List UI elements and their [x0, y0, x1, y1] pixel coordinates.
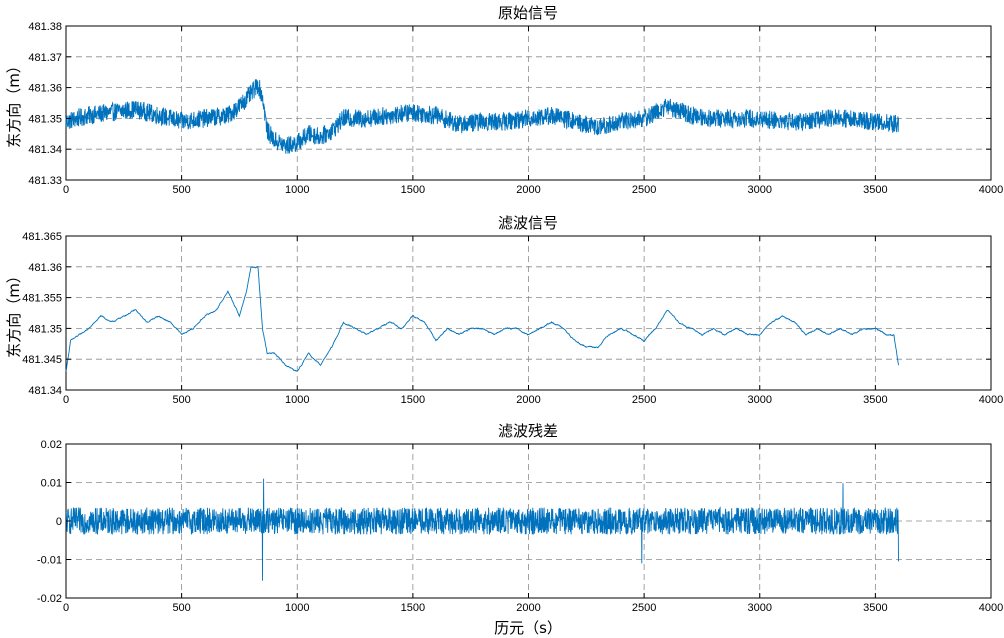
y-tick-label: -0.01	[37, 555, 62, 567]
x-tick-label: 2000	[516, 602, 540, 614]
x-tick-label: 0	[63, 394, 69, 406]
x-tick-label: 2500	[632, 602, 656, 614]
x-tick-label: 3500	[863, 394, 887, 406]
panel-2-series-line	[65, 266, 899, 372]
y-tick-label: 481.365	[22, 231, 62, 243]
panel-2: 0 500 1000 1500 2000 2500 3000 3500 4000 481.344…	[5, 214, 1003, 406]
x-tick-label: 3000	[748, 394, 772, 406]
panel-3-title: 滤波残差	[498, 422, 558, 440]
panel-1-y-axis-label: 东方向（m）	[5, 58, 23, 148]
y-tick-label: 0	[56, 516, 62, 528]
y-tick-label: 481.36	[28, 83, 62, 95]
panel-1-x-ticks: 0 500 1000 1500 2000 2500 3000 3500 4000	[63, 26, 1003, 196]
x-tick-label: 1000	[285, 602, 309, 614]
panel-1-title: 原始信号	[498, 4, 558, 22]
panel-2-y-ticks: 481.34 481.345 481.35 481.355 481.36 481.365	[22, 231, 991, 397]
y-tick-label: 481.34	[28, 385, 62, 397]
x-tick-label: 1500	[401, 394, 425, 406]
panel-2-y-axis-label: 东方向（m）	[5, 268, 23, 358]
x-tick-label: 3000	[748, 184, 772, 196]
y-tick-label: 481.355	[22, 293, 62, 305]
y-tick-label: 481.35	[28, 113, 62, 125]
x-tick-label: 2000	[516, 394, 540, 406]
x-tick-label: 3000	[748, 602, 772, 614]
panel-2-grid	[66, 236, 991, 390]
panel-3-x-ticks: 0 500 1000 1500 2000 2500 3000 3500 4000	[63, 444, 1003, 614]
y-tick-label: 0.01	[41, 478, 62, 490]
x-tick-label: 3500	[863, 602, 887, 614]
panel-2-x-ticks: 0 500 1000 1500 2000 2500 3000 3500 4000	[63, 236, 1003, 406]
x-tick-label: 1000	[285, 394, 309, 406]
y-tick-label: 481.38	[28, 21, 62, 33]
x-tick-label: 2500	[632, 394, 656, 406]
y-tick-label: 481.33	[28, 175, 62, 187]
series-line	[65, 79, 899, 154]
x-tick-label: 0	[63, 602, 69, 614]
x-tick-label: 4000	[979, 184, 1003, 196]
series-line	[65, 266, 899, 372]
x-tick-label: 4000	[979, 394, 1003, 406]
y-tick-label: 0.02	[41, 439, 62, 451]
panel-1-series-line	[65, 79, 899, 154]
x-tick-label: 1500	[401, 184, 425, 196]
x-axis-label: 历元（s）	[494, 619, 562, 637]
y-tick-label: 481.35	[28, 323, 62, 335]
series-line	[65, 478, 899, 581]
panel-1-y-ticks: 481.33 481.34 481.35 481.36 481.37 481.38	[28, 21, 991, 187]
y-tick-label: 481.34	[28, 144, 62, 156]
x-tick-label: 1500	[401, 602, 425, 614]
x-tick-label: 500	[172, 184, 190, 196]
x-tick-label: 500	[172, 394, 190, 406]
y-tick-label: 481.36	[28, 262, 62, 274]
x-tick-label: 3500	[863, 184, 887, 196]
x-tick-label: 2500	[632, 184, 656, 196]
x-tick-label: 2000	[516, 184, 540, 196]
x-tick-label: 1000	[285, 184, 309, 196]
panel-1: 0 500 1000 1500 2000 2500 3000 3500 4000 481.334…	[5, 4, 1003, 196]
x-tick-label: 4000	[979, 602, 1003, 614]
x-tick-label: 500	[172, 602, 190, 614]
panel-2-title: 滤波信号	[498, 214, 558, 232]
y-tick-label: -0.02	[37, 593, 62, 605]
y-tick-label: 481.345	[22, 354, 62, 366]
y-tick-label: 481.37	[28, 52, 62, 64]
panel-3: 0 500 1000 1500 2000 2500 3000 3500 4000 -0.02-0…	[37, 422, 1003, 614]
x-tick-label: 0	[63, 184, 69, 196]
panel-3-y-ticks: -0.02 -0.01 0 0.01 0.02	[37, 439, 991, 605]
panel-3-series-line	[65, 478, 899, 581]
